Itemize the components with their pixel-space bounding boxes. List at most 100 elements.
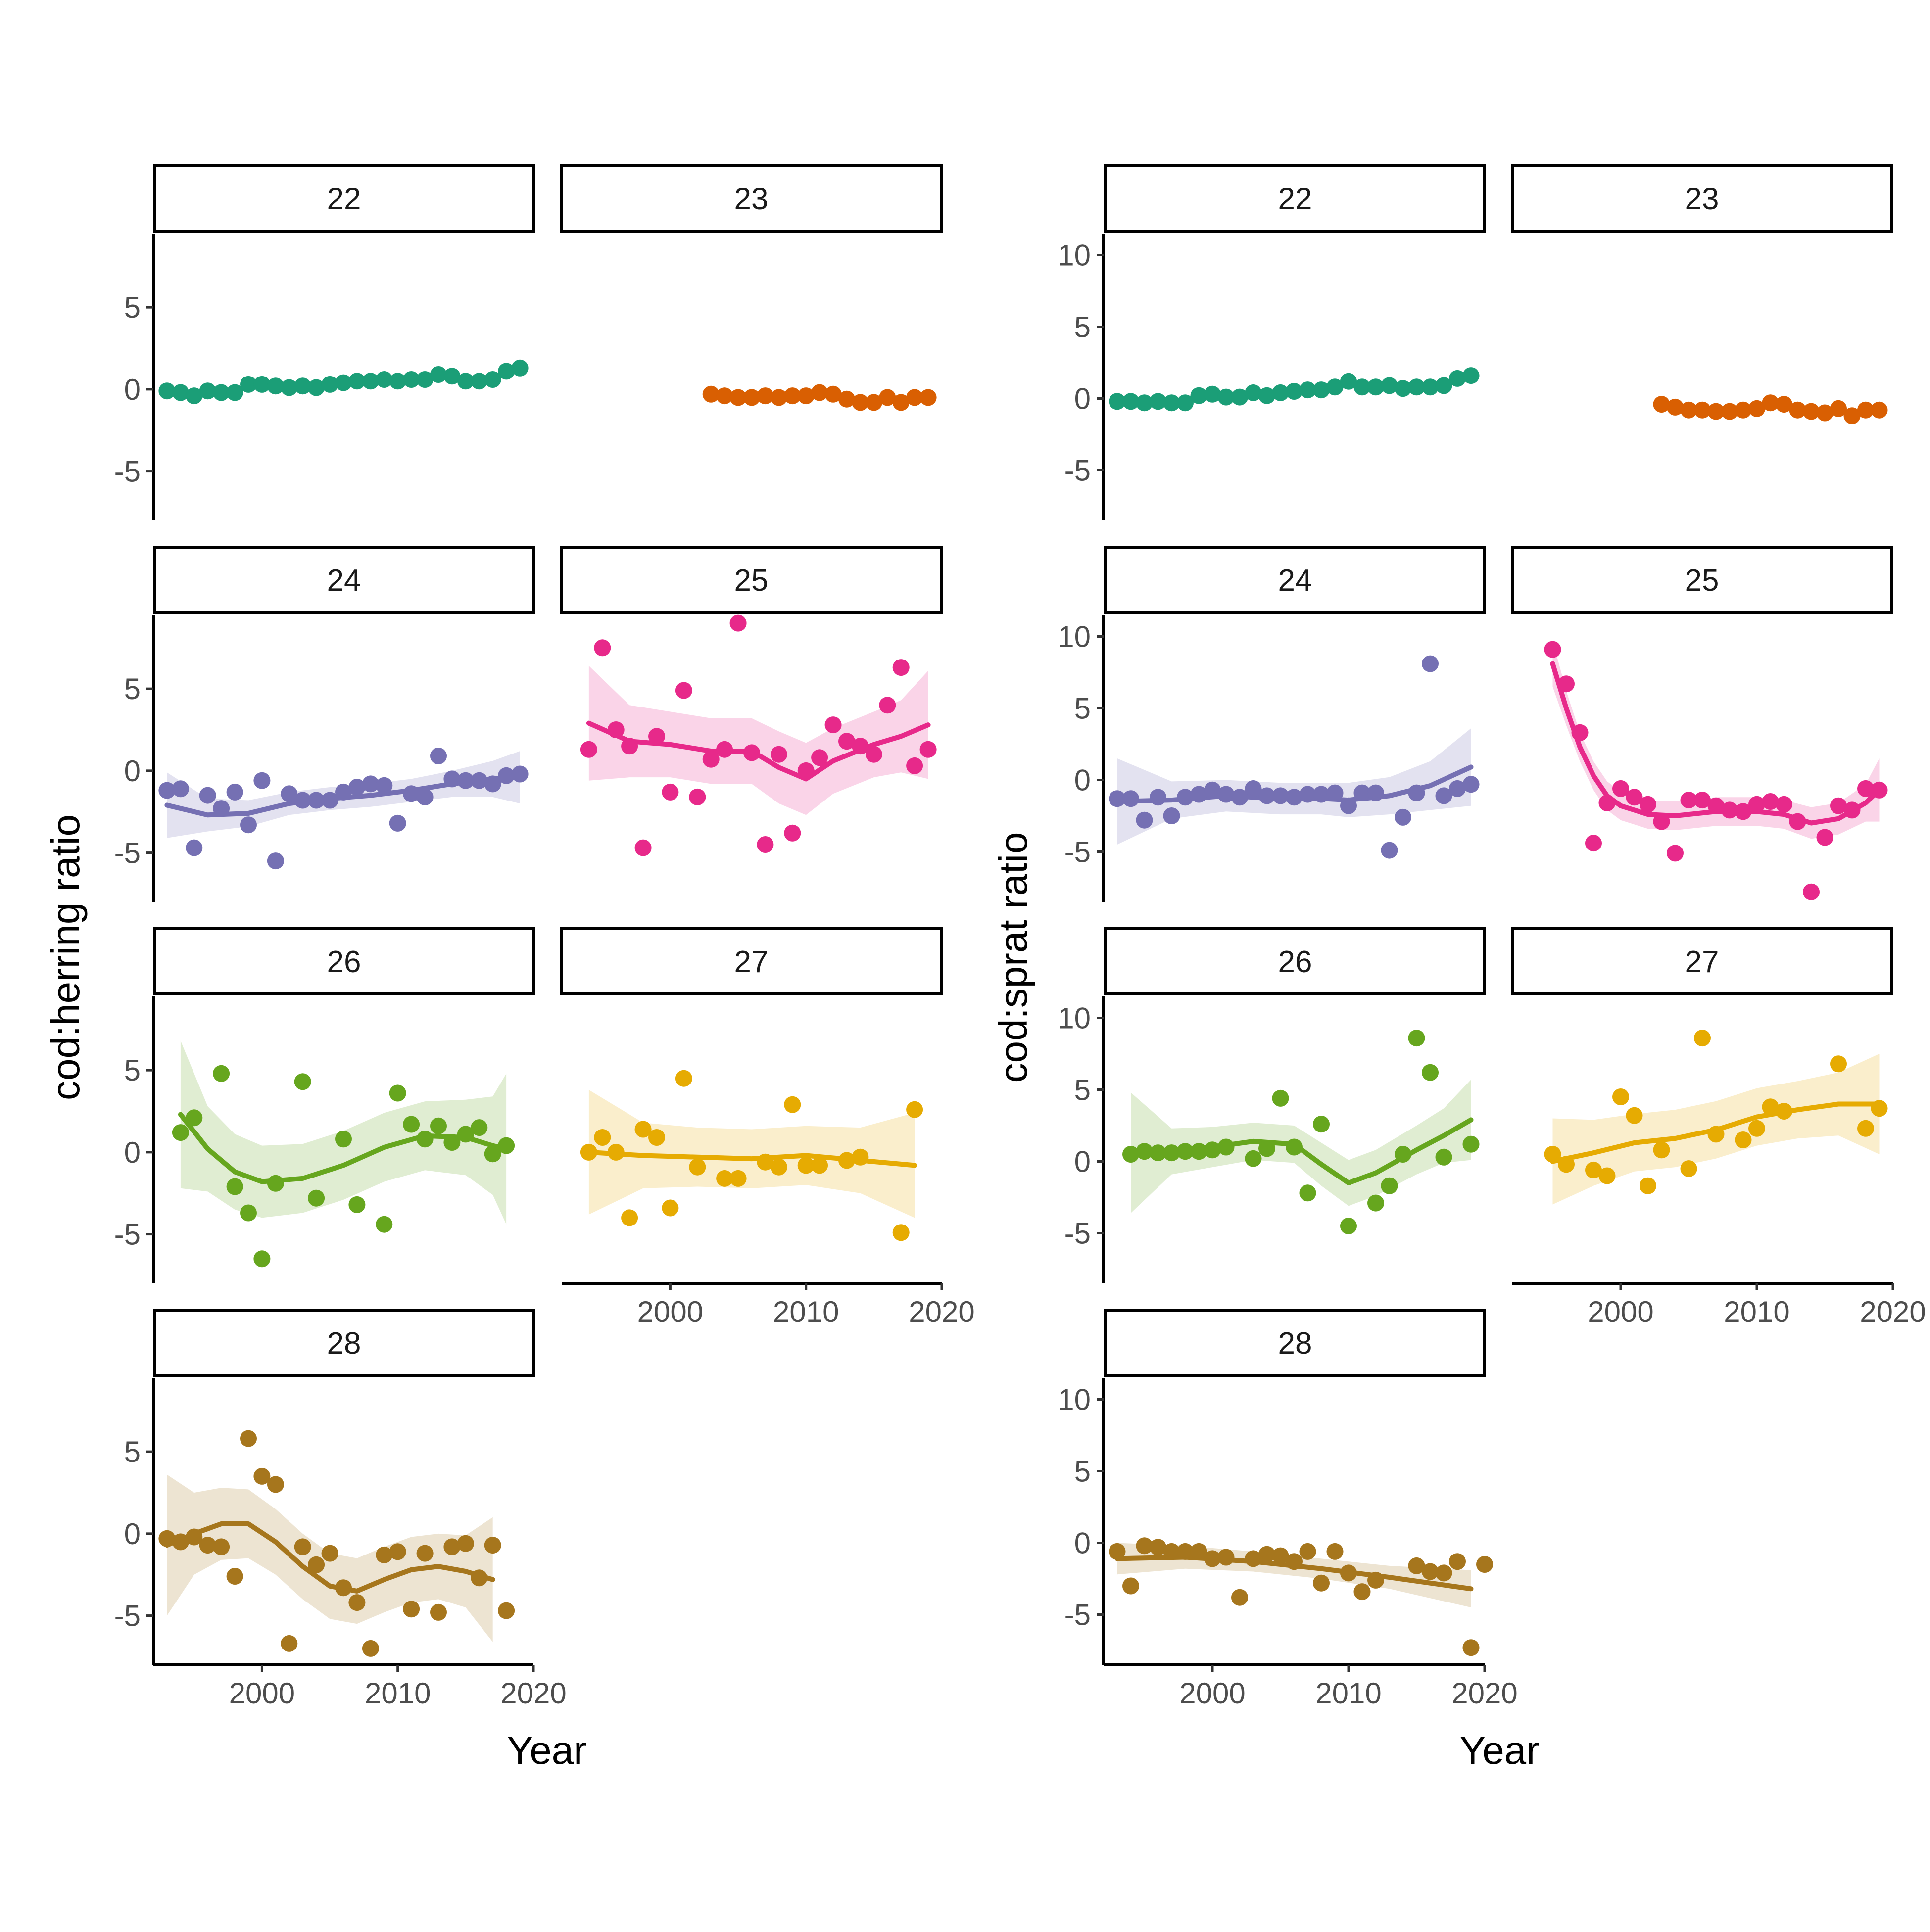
data-point-26-2003 xyxy=(294,1073,311,1090)
data-point-23-2013 xyxy=(838,390,855,408)
strip-24 xyxy=(1104,546,1486,614)
data-point-23-2007 xyxy=(757,387,774,405)
data-point-25-2006 xyxy=(1694,792,1711,809)
data-point-27-2005 xyxy=(1680,1160,1697,1177)
x-axis-title-right: Year xyxy=(1459,1728,1540,1772)
y-tick-label-5: 5 xyxy=(1074,311,1091,344)
data-point-28-1993 xyxy=(158,1530,176,1547)
y-tick-label-10: 10 xyxy=(1058,239,1091,272)
data-point-22-2019 xyxy=(511,359,529,377)
y-tick-label-10: 10 xyxy=(1058,1002,1091,1035)
x-tick-label-2010: 2010 xyxy=(773,1295,839,1328)
data-point-28-2015 xyxy=(457,1535,474,1552)
data-point-25-2018 xyxy=(906,757,923,774)
data-point-25-2003 xyxy=(702,751,720,768)
data-point-25-2004 xyxy=(1667,845,1684,862)
data-point-27-2004 xyxy=(716,1170,733,1187)
panel-right-27: 27 2000 2010 2020 xyxy=(1511,927,1926,1328)
data-point-27-2002 xyxy=(689,1158,706,1176)
data-point-25-2017 xyxy=(892,659,910,676)
data-point-23-2009 xyxy=(784,387,801,405)
data-point-22-2017 xyxy=(1435,377,1452,394)
data-point-22-2013 xyxy=(430,366,447,383)
data-point-28-2008 xyxy=(362,1640,379,1657)
y-tick-label--5: -5 xyxy=(114,837,141,870)
data-point-25-2000 xyxy=(662,783,679,801)
data-point-27-2016 xyxy=(1830,1055,1847,1073)
data-point-28-2004 xyxy=(1258,1546,1275,1563)
data-point-24-2018 xyxy=(1449,780,1466,797)
data-point-23-2010 xyxy=(797,387,815,405)
data-point-25-2011 xyxy=(811,749,828,766)
data-point-28-2018 xyxy=(1449,1553,1466,1570)
data-point-22-2008 xyxy=(1313,381,1330,399)
data-point-26-2009 xyxy=(376,1216,393,1233)
data-point-28-1995 xyxy=(186,1528,203,1546)
data-point-28-2011 xyxy=(403,1601,420,1618)
data-point-28-2004 xyxy=(308,1556,325,1573)
data-point-22-2018 xyxy=(498,363,515,380)
data-point-23-2011 xyxy=(1762,394,1779,412)
data-point-28-2001 xyxy=(267,1476,284,1493)
data-point-22-2003 xyxy=(1245,384,1262,401)
y-axis-title-left: cod:herring ratio xyxy=(44,814,88,1100)
data-point-25-2003 xyxy=(1653,813,1670,830)
data-point-25-2000 xyxy=(1612,780,1629,797)
data-point-28-1997 xyxy=(1163,1543,1180,1560)
confidence-band-24 xyxy=(1117,728,1471,845)
x-tick-label-2010: 2010 xyxy=(365,1677,431,1710)
y-tick-label-5: 5 xyxy=(1074,692,1091,725)
data-point-26-1994 xyxy=(172,1124,189,1141)
data-point-25-2002 xyxy=(1640,796,1656,813)
data-point-25-1995 xyxy=(594,639,611,657)
data-point-24-2013 xyxy=(1381,842,1398,859)
data-point-28-1994 xyxy=(172,1533,189,1551)
data-point-24-1999 xyxy=(1190,786,1207,803)
data-point-24-1994 xyxy=(1122,790,1139,807)
data-point-27-2012 xyxy=(1776,1103,1792,1120)
data-point-28-2019 xyxy=(1462,1639,1480,1656)
data-point-27-2005 xyxy=(729,1170,747,1187)
data-point-22-2011 xyxy=(403,371,420,388)
data-point-28-1996 xyxy=(1150,1539,1166,1556)
data-point-23-2008 xyxy=(1721,403,1738,420)
data-point-25-2019 xyxy=(919,741,937,758)
data-point-22-1993 xyxy=(1109,393,1126,410)
data-point-27-2018 xyxy=(1857,1120,1874,1137)
data-point-28-2006 xyxy=(1286,1553,1303,1570)
strip-26 xyxy=(153,927,535,995)
y-tick-label--5: -5 xyxy=(114,1600,141,1633)
data-point-27-2009 xyxy=(1735,1131,1752,1148)
strip-25 xyxy=(1511,546,1893,614)
data-point-25-2012 xyxy=(1776,796,1792,813)
data-point-25-2015 xyxy=(1816,829,1834,846)
data-point-24-2019 xyxy=(511,765,529,783)
data-point-25-2016 xyxy=(879,697,896,714)
smooth-line-28 xyxy=(164,1521,495,1594)
data-point-23-2012 xyxy=(824,385,842,403)
data-point-27-2006 xyxy=(1694,1030,1711,1047)
data-point-23-2016 xyxy=(1830,400,1847,417)
data-point-27-1996 xyxy=(1558,1156,1575,1173)
y-tick-label-0: 0 xyxy=(124,1517,141,1551)
data-point-27-2018 xyxy=(906,1101,923,1118)
data-point-22-2016 xyxy=(1422,378,1439,396)
data-point-27-2010 xyxy=(1748,1120,1765,1137)
data-point-22-2018 xyxy=(1449,370,1466,387)
data-point-28-2016 xyxy=(471,1569,488,1587)
data-point-22-2013 xyxy=(1381,377,1398,394)
data-point-28-1993 xyxy=(1109,1543,1126,1560)
data-point-24-1995 xyxy=(1136,811,1153,829)
data-point-27-2003 xyxy=(1653,1141,1670,1159)
data-point-22-2012 xyxy=(1367,378,1384,396)
data-point-28-2002 xyxy=(281,1635,298,1652)
data-point-23-2017 xyxy=(892,394,910,411)
data-point-22-1994 xyxy=(1122,393,1139,410)
x-tick-label-2020: 2020 xyxy=(500,1677,566,1710)
data-point-22-1999 xyxy=(1190,387,1207,404)
strip-23 xyxy=(560,164,943,233)
y-tick-label--5: -5 xyxy=(1064,454,1091,487)
data-point-28-2000 xyxy=(1204,1550,1221,1567)
data-point-25-2007 xyxy=(757,836,774,853)
data-point-24-2010 xyxy=(389,814,406,832)
